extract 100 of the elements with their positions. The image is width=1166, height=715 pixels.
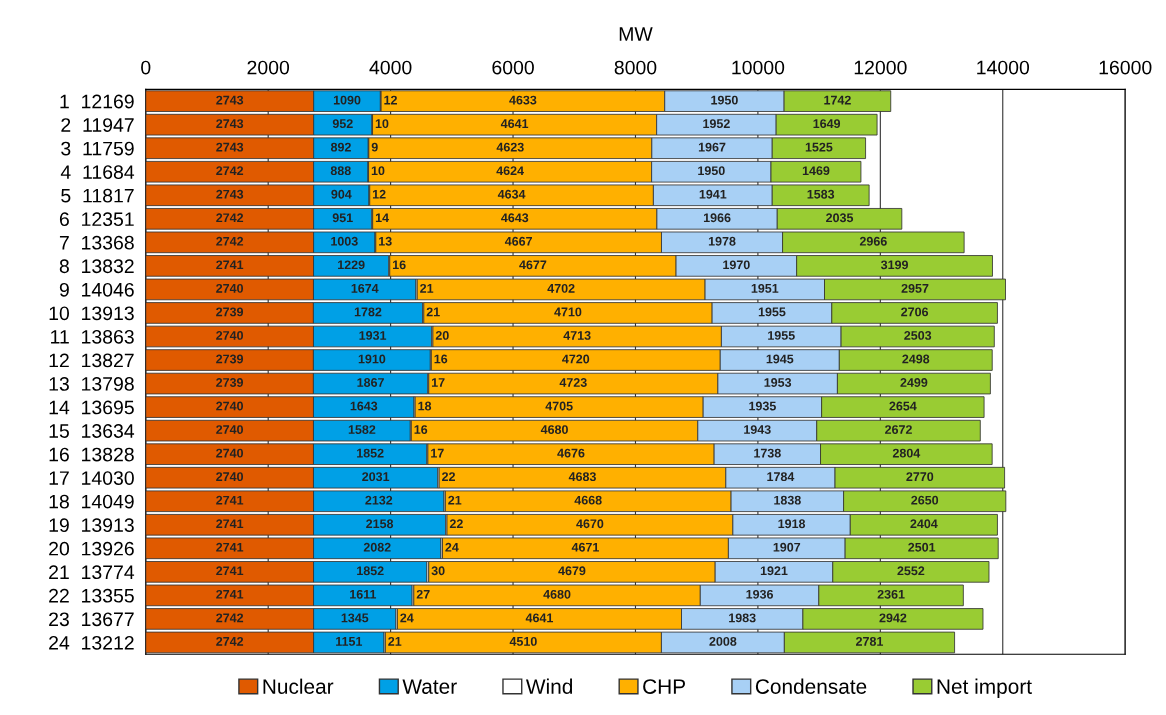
data-label: 2742 bbox=[216, 213, 244, 223]
data-label: 1951 bbox=[751, 283, 779, 293]
data-label: 1943 bbox=[744, 425, 771, 435]
data-label: 1611 bbox=[350, 589, 377, 599]
data-label: 2742 bbox=[216, 613, 244, 623]
x-tick-label: 8000 bbox=[614, 60, 657, 75]
data-label: 10 bbox=[375, 119, 389, 129]
data-label: 13 bbox=[379, 236, 392, 246]
data-label: 1955 bbox=[768, 331, 795, 340]
data-label: 21 bbox=[388, 636, 402, 646]
data-label: 12 bbox=[372, 189, 386, 199]
data-label: 2741 bbox=[216, 260, 244, 270]
data-label: 1941 bbox=[699, 189, 727, 199]
data-label: 2008 bbox=[709, 636, 737, 646]
data-label: 4671 bbox=[571, 542, 599, 552]
data-label: 1910 bbox=[358, 354, 386, 364]
data-label: 1738 bbox=[754, 448, 781, 458]
data-label: 1978 bbox=[708, 236, 736, 246]
data-label: 1345 bbox=[341, 613, 369, 623]
y-tick-label: 10 13913 bbox=[49, 306, 134, 321]
data-label: 1229 bbox=[338, 260, 365, 270]
data-label: 2739 bbox=[216, 307, 244, 317]
data-label: 14 bbox=[375, 213, 389, 223]
data-label: 1583 bbox=[807, 189, 835, 199]
data-label: 22 bbox=[442, 472, 456, 481]
x-tick-label: 4000 bbox=[369, 60, 412, 75]
data-label: 2740 bbox=[216, 472, 244, 482]
data-label: 2132 bbox=[365, 495, 393, 505]
data-label: 2804 bbox=[892, 448, 921, 458]
data-label: 1935 bbox=[749, 401, 776, 411]
data-label: 2741 bbox=[216, 519, 244, 529]
y-tick-label: 14 13695 bbox=[49, 400, 134, 415]
data-label: 2361 bbox=[877, 589, 905, 599]
data-label: 4667 bbox=[504, 236, 532, 246]
data-label: 2742 bbox=[216, 166, 244, 175]
legend-label: Condensate bbox=[755, 678, 867, 694]
data-label: 2741 bbox=[216, 495, 244, 505]
data-label: 2740 bbox=[216, 331, 244, 340]
data-label: 2741 bbox=[216, 589, 244, 599]
data-label: 4676 bbox=[557, 448, 585, 458]
data-label: 1838 bbox=[774, 495, 801, 505]
data-label: 1782 bbox=[354, 307, 382, 317]
data-label: 2650 bbox=[911, 495, 939, 505]
data-label: 4623 bbox=[496, 142, 524, 152]
data-label: 2654 bbox=[889, 401, 917, 411]
x-tick-label: 0 bbox=[141, 60, 151, 75]
y-tick-label: 3 11759 bbox=[61, 141, 134, 156]
data-label: 1742 bbox=[824, 95, 851, 105]
data-label: 1945 bbox=[766, 354, 794, 364]
data-label: 3199 bbox=[880, 260, 908, 270]
y-tick-label: 8 13832 bbox=[59, 259, 134, 274]
data-label: 4677 bbox=[519, 260, 547, 270]
data-label: 1907 bbox=[773, 542, 801, 552]
data-label: 2035 bbox=[826, 213, 854, 223]
data-label: 20 bbox=[435, 331, 449, 340]
data-label: 1674 bbox=[351, 283, 379, 293]
y-tick-label: 15 13634 bbox=[49, 424, 135, 438]
data-label: 2743 bbox=[216, 189, 244, 199]
data-label: 16 bbox=[434, 354, 448, 364]
y-tick-label: 9 14046 bbox=[59, 282, 134, 297]
data-label: 2743 bbox=[216, 119, 244, 129]
data-label: 1090 bbox=[333, 95, 361, 105]
y-tick-label: 23 13677 bbox=[49, 612, 134, 627]
data-label: 2158 bbox=[366, 519, 394, 529]
data-label: 17 bbox=[431, 378, 445, 387]
y-tick-label: 21 13774 bbox=[49, 565, 135, 580]
data-label: 4723 bbox=[559, 378, 587, 387]
data-label: 1953 bbox=[764, 378, 792, 387]
data-label: 2499 bbox=[900, 378, 928, 387]
data-label: 1469 bbox=[802, 166, 830, 176]
data-label: 4641 bbox=[525, 613, 554, 623]
data-label: 4634 bbox=[497, 189, 526, 199]
data-label: 2942 bbox=[879, 613, 907, 623]
data-label: 1931 bbox=[359, 331, 387, 340]
data-label: 18 bbox=[418, 401, 432, 411]
data-label: 21 bbox=[426, 307, 440, 317]
y-tick-label: 11 13863 bbox=[51, 329, 134, 344]
x-tick-label: 10000 bbox=[732, 60, 785, 75]
data-label: 1983 bbox=[729, 613, 756, 623]
data-label: 892 bbox=[330, 142, 351, 152]
y-tick-label: 22 13355 bbox=[49, 588, 134, 603]
data-label: 2404 bbox=[910, 519, 938, 529]
data-label: 10 bbox=[371, 166, 385, 176]
data-label: 2743 bbox=[216, 95, 244, 105]
x-tick-label: 14000 bbox=[977, 60, 1030, 75]
data-label: 24 bbox=[400, 613, 414, 623]
data-label: 4670 bbox=[576, 519, 604, 529]
data-label: 12 bbox=[384, 95, 397, 105]
data-label: 1936 bbox=[746, 589, 774, 599]
y-tick-label: 24 13212 bbox=[49, 635, 134, 650]
y-tick-label: 19 13913 bbox=[49, 518, 134, 533]
data-label: 2743 bbox=[216, 142, 244, 152]
y-tick-label: 1 12169 bbox=[60, 94, 134, 109]
data-label: 4710 bbox=[554, 307, 582, 317]
data-label: 2740 bbox=[216, 448, 244, 458]
data-label: 21 bbox=[420, 283, 434, 293]
data-label: 4683 bbox=[568, 472, 596, 482]
data-label: 2031 bbox=[362, 472, 390, 482]
x-tick-label: 2000 bbox=[247, 60, 290, 75]
data-label: 2740 bbox=[216, 425, 244, 434]
